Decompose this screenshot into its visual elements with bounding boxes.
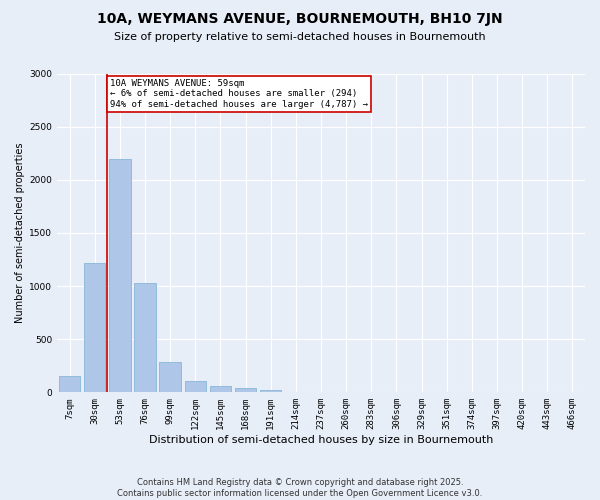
Bar bbox=[59, 376, 80, 392]
Text: Contains HM Land Registry data © Crown copyright and database right 2025.
Contai: Contains HM Land Registry data © Crown c… bbox=[118, 478, 482, 498]
Text: Size of property relative to semi-detached houses in Bournemouth: Size of property relative to semi-detach… bbox=[114, 32, 486, 42]
Bar bbox=[210, 386, 231, 392]
Bar bbox=[185, 380, 206, 392]
Bar bbox=[235, 388, 256, 392]
Y-axis label: Number of semi-detached properties: Number of semi-detached properties bbox=[15, 142, 25, 323]
Bar bbox=[260, 390, 281, 392]
Text: 10A, WEYMANS AVENUE, BOURNEMOUTH, BH10 7JN: 10A, WEYMANS AVENUE, BOURNEMOUTH, BH10 7… bbox=[97, 12, 503, 26]
Bar bbox=[84, 262, 106, 392]
Bar bbox=[109, 158, 131, 392]
X-axis label: Distribution of semi-detached houses by size in Bournemouth: Distribution of semi-detached houses by … bbox=[149, 435, 493, 445]
Bar bbox=[160, 362, 181, 392]
Bar bbox=[134, 283, 156, 393]
Text: 10A WEYMANS AVENUE: 59sqm
← 6% of semi-detached houses are smaller (294)
94% of : 10A WEYMANS AVENUE: 59sqm ← 6% of semi-d… bbox=[110, 79, 368, 108]
